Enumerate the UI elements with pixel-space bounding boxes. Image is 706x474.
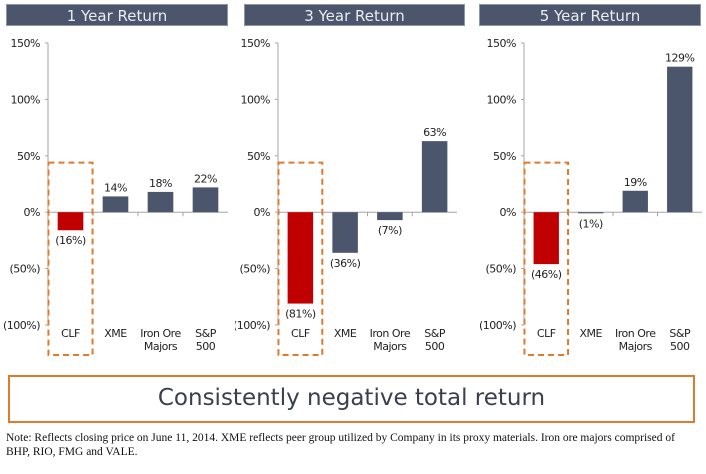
bar-xme (332, 212, 358, 253)
data-label: (7%) (378, 224, 402, 237)
callout-text: Consistently negative total return (157, 385, 546, 411)
y-tick-label: 150% (241, 37, 270, 50)
data-label: (36%) (330, 257, 361, 270)
category-label: XME (104, 327, 127, 340)
category-label: 500 (670, 340, 690, 353)
y-tick-label: 50% (247, 150, 270, 163)
y-tick-label: 100% (11, 93, 40, 106)
data-label: 14% (104, 181, 127, 194)
chart-3-year: 150% 100% 50% 0% (50%) (100%) (81%) CLF (36%) XME… (235, 37, 457, 356)
callout-box: Consistently negative total return (8, 375, 695, 423)
footnote: Note: Reflects closing price on June 11,… (6, 432, 675, 458)
data-label: (16%) (55, 234, 86, 247)
chart-5-year: 150% 100% 50% 0% (50%) (100%) (46%) CLF (1%) XME 1… (479, 37, 702, 356)
bar-iron-ore-majors (147, 191, 174, 213)
data-label: 129% (665, 52, 694, 65)
y-tick-label: 0% (24, 206, 40, 219)
bar-clf (533, 212, 559, 265)
category-label: S&P (424, 327, 446, 340)
highlight-box (47, 161, 94, 356)
highlight-box (523, 161, 570, 356)
chart-title: 3 Year Return (244, 4, 465, 26)
y-tick-label: 100% (487, 93, 516, 106)
category-label: XME (580, 327, 603, 340)
category-label: Iron Ore (615, 327, 656, 340)
data-label: (81%) (285, 308, 316, 321)
chart-1-year: 150% 100% 50% 0% (50%) (100%) (16%) CLF 14% XME 18… (3, 37, 228, 356)
category-label: Iron Ore (370, 327, 411, 340)
data-label: 18% (149, 177, 172, 190)
bar-s-p-500 (421, 141, 448, 213)
category-label: CLF (291, 327, 310, 340)
highlight-box (277, 161, 324, 356)
category-label: XME (334, 327, 357, 340)
category-label: CLF (61, 327, 80, 340)
y-tick-label: 100% (241, 93, 270, 106)
y-tick-label: (100%) (235, 319, 270, 332)
bar-xme (102, 196, 129, 213)
bar-iron-ore-majors (377, 212, 403, 221)
y-tick-label: (100%) (3, 319, 40, 332)
y-tick-label: 150% (487, 37, 516, 50)
category-label: 500 (425, 340, 445, 353)
category-label: Majors (373, 340, 407, 353)
bar-s-p-500 (667, 66, 693, 213)
y-tick-label: 50% (17, 150, 40, 163)
category-label: Iron Ore (140, 327, 181, 340)
category-label: S&P (669, 327, 691, 340)
category-label: CLF (537, 327, 556, 340)
y-tick-label: 150% (11, 37, 40, 50)
bar-xme (578, 212, 604, 214)
category-label: Majors (619, 340, 653, 353)
data-label: 19% (624, 176, 647, 189)
y-tick-label: (50%) (9, 263, 40, 276)
panel-5-year: 5 Year Return 150% 100% 50% 0% (50%) (100%) (4… (470, 0, 706, 360)
bar-s-p-500 (192, 187, 219, 213)
panel-1-year: 1 Year Return 150% 100% 50% 0% (50%) (100%) (1… (0, 0, 236, 360)
y-tick-label: (100%) (479, 319, 516, 332)
y-tick-label: (50%) (485, 263, 516, 276)
y-tick-label: 0% (500, 206, 516, 219)
y-tick-label: 0% (254, 206, 270, 219)
data-label: (1%) (579, 217, 603, 230)
bar-iron-ore-majors (622, 190, 648, 213)
bar-clf (57, 212, 84, 231)
data-label: 63% (423, 126, 446, 139)
y-tick-label: (50%) (239, 263, 270, 276)
category-label: Majors (144, 340, 178, 353)
chart-title: 5 Year Return (479, 4, 701, 26)
panel-3-year: 3 Year Return 150% 100% 50% 0% (50%) (100%) (8… (235, 0, 471, 360)
bar-clf (287, 212, 314, 304)
data-label: (46%) (531, 268, 562, 281)
category-label: 500 (196, 340, 216, 353)
data-label: 22% (194, 172, 217, 185)
category-label: S&P (195, 327, 217, 340)
chart-title: 1 Year Return (6, 4, 228, 26)
y-tick-label: 50% (493, 150, 516, 163)
